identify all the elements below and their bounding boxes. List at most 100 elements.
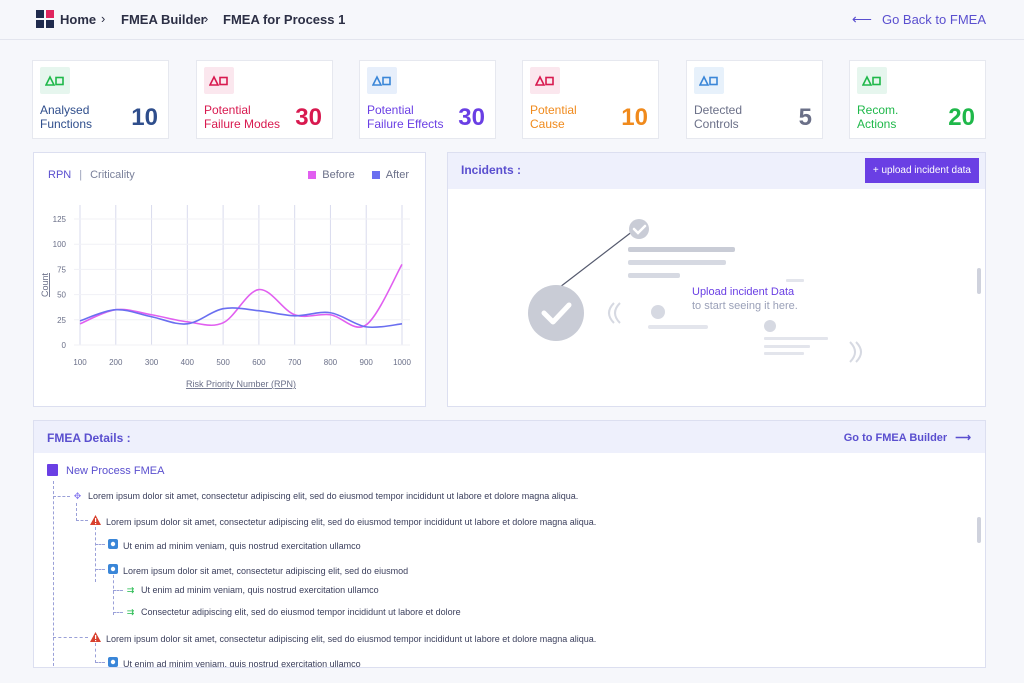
legend-before[interactable]: Before xyxy=(308,169,355,181)
go-back-link[interactable]: ⟵ Go Back to FMEA xyxy=(852,11,986,28)
tree-connector xyxy=(76,520,88,521)
x-tick-label: 800 xyxy=(324,358,338,367)
series-line-before xyxy=(79,263,403,328)
metric-card[interactable]: Analysed Functions 10 xyxy=(32,60,169,139)
tab-rpn[interactable]: RPN xyxy=(48,169,72,181)
app-logo-icon[interactable] xyxy=(36,10,54,28)
tree-connector xyxy=(95,569,105,570)
tree-row[interactable]: Lorem ipsum dolor sit amet, consectetur … xyxy=(107,564,408,576)
tree-row-text: Ut enim ad minim veniam, quis nostrud ex… xyxy=(123,541,361,551)
y-tick-label: 125 xyxy=(53,215,67,224)
metric-value: 30 xyxy=(295,104,322,131)
empty-state-line-2: to start seeing it here. xyxy=(692,300,798,312)
metric-icon xyxy=(40,67,70,94)
tree-row[interactable]: Lorem ipsum dolor sit amet, consectetur … xyxy=(90,632,596,644)
metric-card[interactable]: Recom. Actions 20 xyxy=(849,60,986,139)
empty-state-line-1[interactable]: Upload incident Data xyxy=(692,286,795,298)
rpn-line-chart: 0 25 50 75 100 125 100 200 300 400 500 600 700 800 900… xyxy=(40,205,411,389)
tree-connector xyxy=(95,643,96,663)
x-axis-label: Risk Priority Number (RPN) xyxy=(186,379,296,389)
y-tick-label: 50 xyxy=(57,291,66,300)
tree-row-text: Ut enim ad minim veniam, quis nostrud ex… xyxy=(141,585,379,595)
tree-row[interactable]: Ut enim ad minim veniam, quis nostrud ex… xyxy=(107,657,361,668)
tree-row[interactable]: ⇉ Consectetur adipiscing elit, sed do eiu… xyxy=(125,607,461,618)
fmea-details-header: FMEA Details : Go to FMEA Builder ⟶ xyxy=(34,421,985,453)
tree-row-text: Consectetur adipiscing elit, sed do eius… xyxy=(141,607,461,617)
tab-criticality[interactable]: Criticality xyxy=(90,169,135,181)
incidents-scrollbar[interactable] xyxy=(977,268,981,294)
incidents-title: Incidents : xyxy=(461,163,522,177)
go-to-fmea-builder-link[interactable]: Go to FMEA Builder ⟶ xyxy=(843,432,971,444)
y-tick-label: 75 xyxy=(57,265,66,274)
x-tick-label: 200 xyxy=(109,358,123,367)
metric-label: Potential Failure Modes xyxy=(204,103,281,131)
metric-value: 5 xyxy=(798,104,812,131)
breadcrumb-home[interactable]: Home xyxy=(60,12,97,27)
tree-connector xyxy=(95,544,105,545)
tree-row[interactable]: ✥ Lorem ipsum dolor sit amet, consectetur… xyxy=(72,491,579,502)
tree-connector xyxy=(113,590,123,591)
chart-tabs: RPN | Criticality xyxy=(48,169,135,181)
document-icon xyxy=(47,464,58,476)
y-tick-label: 0 xyxy=(62,341,67,350)
metric-icon xyxy=(204,67,234,94)
metric-icon xyxy=(530,67,560,94)
chevron-right-icon: › xyxy=(101,11,106,26)
metric-value: 30 xyxy=(458,104,485,131)
tree-connector xyxy=(113,612,123,613)
incidents-panel: Incidents : + upload incident data Uploa… xyxy=(447,152,986,407)
x-tick-label: 500 xyxy=(216,358,230,367)
metric-label: Potential Cause xyxy=(530,103,577,131)
tree-row-text: Lorem ipsum dolor sit amet, consectetur … xyxy=(106,517,597,527)
x-tick-label: 900 xyxy=(360,358,374,367)
tree-row[interactable]: Lorem ipsum dolor sit amet, consectetur … xyxy=(90,515,596,527)
breadcrumb-fmea-builder[interactable]: FMEA Builder xyxy=(121,12,206,27)
metric-card[interactable]: Potential Failure Modes 30 xyxy=(196,60,333,139)
y-axis-label: Count xyxy=(40,273,50,298)
upload-empty-state-text: Upload incident Data to start seeing it … xyxy=(692,285,798,313)
metric-card[interactable]: Potential Cause 10 xyxy=(522,60,659,139)
rpn-chart-panel: RPN | Criticality Before After 0 25 50 75 100 1… xyxy=(33,152,426,407)
metric-card[interactable]: Detected Controls 5 xyxy=(686,60,823,139)
tree-connector xyxy=(53,481,54,667)
tree-row-text: Ut enim ad minim veniam, quis nostrud ex… xyxy=(123,659,361,668)
tree-row[interactable]: ⇉ Ut enim ad minim veniam, quis nostrud e… xyxy=(125,585,379,596)
tree-row[interactable]: Ut enim ad minim veniam, quis nostrud ex… xyxy=(107,539,361,551)
function-icon: ✥ xyxy=(73,491,82,501)
top-bar: Home › FMEA Builder › FMEA for Process 1… xyxy=(0,0,1024,40)
fmea-scrollbar[interactable] xyxy=(977,517,981,543)
metric-card[interactable]: Potential Failure Effects 30 xyxy=(359,60,496,139)
upload-incident-button[interactable]: + upload incident data xyxy=(864,158,979,183)
x-tick-label: 1000 xyxy=(393,358,411,367)
cause-icon: ⇉ xyxy=(126,585,135,595)
chevron-right-icon: › xyxy=(204,11,209,26)
y-tick-label: 100 xyxy=(53,240,67,249)
series-line-after xyxy=(79,307,403,329)
arrow-left-icon: ⟵ xyxy=(851,11,872,27)
fmea-details-title: FMEA Details : xyxy=(47,431,131,445)
incidents-header: Incidents : + upload incident data xyxy=(448,153,985,189)
cause-icon: ⇉ xyxy=(126,607,135,617)
effect-icon xyxy=(107,539,118,551)
tree-row-text: Lorem ipsum dolor sit amet, consectetur … xyxy=(106,634,597,644)
empty-state-illustration xyxy=(528,219,862,363)
go-back-label: Go Back to FMEA xyxy=(881,12,986,27)
tree-connector xyxy=(53,496,70,497)
tree-connector xyxy=(95,662,105,663)
effect-icon xyxy=(107,564,118,576)
breadcrumb-current: FMEA for Process 1 xyxy=(223,12,346,27)
tree-row-text: Lorem ipsum dolor sit amet, consectetur … xyxy=(88,491,579,501)
legend-after[interactable]: After xyxy=(371,169,409,181)
x-tick-label: 700 xyxy=(288,358,302,367)
x-tick-label: 100 xyxy=(73,358,87,367)
metric-label: Detected Controls xyxy=(694,103,743,131)
warning-icon xyxy=(90,632,101,644)
tree-connector xyxy=(53,637,88,638)
tree-row-text: Lorem ipsum dolor sit amet, consectetur … xyxy=(123,566,409,576)
metric-value: 20 xyxy=(948,104,975,131)
warning-icon xyxy=(90,515,101,527)
chart-legend: Before After xyxy=(294,169,409,181)
process-fmea-title[interactable]: New Process FMEA xyxy=(47,464,164,477)
effect-icon xyxy=(107,657,118,667)
y-tick-label: 25 xyxy=(57,316,66,325)
